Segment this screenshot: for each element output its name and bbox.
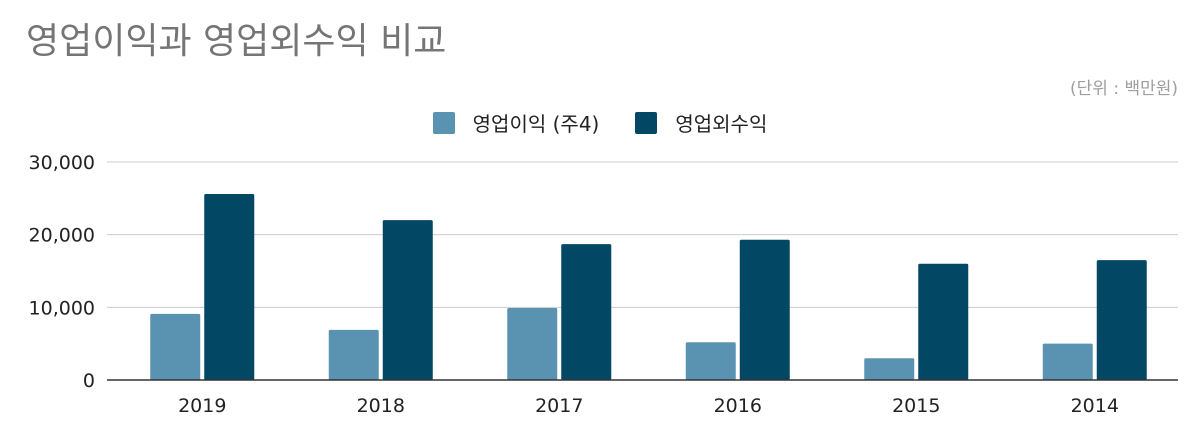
bar-non-operating-income-2014 [1096, 260, 1147, 380]
x-tick-label: 2019 [178, 395, 226, 417]
bar-operating-profit-2018 [328, 329, 379, 380]
y-tick-label: 30,000 [29, 152, 95, 174]
legend-label-operating-profit: 영업이익 (주4) [472, 112, 600, 136]
bar-operating-profit-2016 [685, 342, 736, 380]
bar-non-operating-income-2018 [382, 220, 433, 380]
legend: 영업이익 (주4) 영업외수익 [0, 108, 1200, 137]
bar-non-operating-income-2016 [739, 239, 790, 380]
x-tick-label: 2016 [714, 395, 762, 417]
legend-item-non-operating-income: 영업외수익 [635, 108, 767, 137]
bar-non-operating-income-2017 [561, 244, 612, 380]
axes: 0 10,000 20,000 30,000 2019 2018 2017 2016 2015 2… [29, 152, 1178, 417]
y-tick-label: 20,000 [29, 225, 95, 247]
legend-item-operating-profit: 영업이익 (주4) [432, 108, 600, 137]
bar-operating-profit-2015 [864, 358, 915, 380]
x-tick-label: 2017 [535, 395, 583, 417]
x-tick-label: 2015 [892, 395, 940, 417]
bar-non-operating-income-2015 [918, 263, 969, 380]
unit-note: (단위 : 백만원) [1070, 79, 1178, 99]
x-tick-label: 2018 [357, 395, 405, 417]
legend-swatch-operating-profit [432, 111, 455, 134]
chart-title: 영업이익과 영업외수익 비교 [26, 21, 447, 62]
legend-label-non-operating-income: 영업외수익 [675, 112, 768, 136]
legend-swatch-non-operating-income [635, 111, 658, 134]
bar-operating-profit-2019 [150, 313, 201, 380]
gridlines [107, 161, 1178, 308]
y-tick-label: 0 [83, 370, 95, 392]
bar-non-operating-income-2019 [204, 193, 255, 380]
bars [150, 193, 1147, 380]
y-tick-label: 10,000 [29, 297, 95, 319]
bar-operating-profit-2017 [507, 308, 558, 380]
x-tick-label: 2014 [1071, 395, 1119, 417]
bar-operating-profit-2014 [1042, 343, 1093, 380]
